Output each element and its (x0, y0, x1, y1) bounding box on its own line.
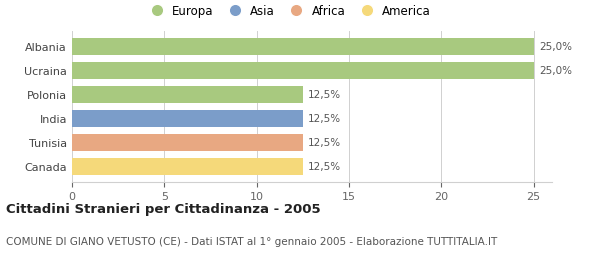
Bar (72, 158, 303, 175)
Bar (72, 38, 533, 55)
Bar (72, 110, 303, 127)
Bar (72, 86, 303, 103)
Text: 12,5%: 12,5% (308, 114, 341, 124)
Bar (72, 134, 303, 151)
Legend: Europa, Asia, Africa, America: Europa, Asia, Africa, America (140, 0, 436, 22)
Text: COMUNE DI GIANO VETUSTO (CE) - Dati ISTAT al 1° gennaio 2005 - Elaborazione TUTT: COMUNE DI GIANO VETUSTO (CE) - Dati ISTA… (6, 237, 497, 246)
Text: 25,0%: 25,0% (539, 42, 572, 52)
Bar (72, 62, 533, 79)
Text: 12,5%: 12,5% (308, 138, 341, 148)
Text: 12,5%: 12,5% (308, 161, 341, 172)
Text: Cittadini Stranieri per Cittadinanza - 2005: Cittadini Stranieri per Cittadinanza - 2… (6, 203, 320, 216)
Text: 12,5%: 12,5% (308, 90, 341, 100)
Text: 25,0%: 25,0% (539, 66, 572, 76)
